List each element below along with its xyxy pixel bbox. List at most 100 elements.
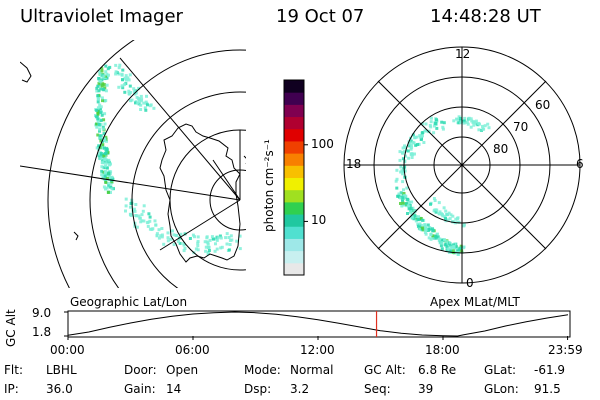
geographic-aurora <box>94 63 242 256</box>
aurora-pixel <box>101 76 105 80</box>
mlt-label-right: 6 <box>576 157 584 171</box>
aurora-pixel <box>183 247 187 250</box>
instrument-title: Ultraviolet Imager <box>20 6 183 27</box>
aurora-pixel <box>410 215 414 219</box>
aurora-pixel <box>196 241 200 245</box>
aurora-pixel <box>401 151 405 155</box>
aurora-pixel <box>441 214 445 218</box>
footer-label: Seq: <box>364 382 391 396</box>
aurora-pixel <box>433 199 437 202</box>
aurora-pixel <box>98 127 102 131</box>
aurora-pixel <box>456 220 460 224</box>
aurora-pixel <box>100 169 104 173</box>
aurora-pixel <box>429 202 432 206</box>
aurora-pixel <box>100 78 104 82</box>
aurora-pixel <box>463 116 467 120</box>
aurora-pixel <box>423 231 427 234</box>
aurora-pixel <box>100 165 104 169</box>
colorbar-tick-label: 100 <box>311 136 334 151</box>
aurora-pixel <box>473 121 477 124</box>
aurora-pixel <box>101 127 105 131</box>
aurora-pixel <box>409 207 413 210</box>
aurora-pixel <box>121 78 124 82</box>
aurora-pixel <box>101 159 104 163</box>
aurora-pixel <box>123 76 127 80</box>
aurora-pixel <box>97 81 101 85</box>
aurora-pixel <box>405 186 409 190</box>
aurora-pixel <box>229 234 233 238</box>
aurora-pixel <box>135 101 139 105</box>
aurora-pixel <box>105 83 109 87</box>
aurora-pixel <box>477 128 481 132</box>
aurora-pixel <box>441 125 445 129</box>
aurora-pixel <box>166 231 170 235</box>
aurora-pixel <box>117 85 121 89</box>
aurora-pixel <box>472 123 476 127</box>
aurora-pixel <box>459 120 463 124</box>
aurora-pixel <box>100 67 104 71</box>
aurora-pixel <box>218 234 222 238</box>
footer-value: LBHL <box>46 363 77 377</box>
aurora-pixel <box>105 166 109 170</box>
aurora-pixel <box>128 84 132 88</box>
aurora-pixel <box>235 239 239 243</box>
aurora-pixel <box>138 216 142 220</box>
aurora-pixel <box>228 243 232 246</box>
aurora-pixel <box>101 170 105 174</box>
aurora-pixel <box>130 98 134 102</box>
aurora-pixel <box>103 146 106 150</box>
colorbar-cell <box>284 92 304 105</box>
aurora-pixel <box>467 116 471 120</box>
footer-label: GLat: <box>484 363 517 377</box>
aurora-pixel <box>96 106 100 110</box>
aurora-pixel <box>148 215 152 219</box>
aurora-pixel <box>97 77 101 80</box>
aurora-pixel <box>404 154 408 158</box>
aurora-pixel <box>214 242 217 246</box>
strip-xtick-label: 23:59 <box>548 343 583 357</box>
aurora-pixel <box>450 245 454 249</box>
aurora-pixel <box>117 66 121 70</box>
aurora-pixel <box>439 244 443 248</box>
aurora-pixel <box>401 201 405 205</box>
footer-value: -61.9 <box>534 363 566 377</box>
aurora-pixel <box>162 242 166 246</box>
aurora-pixel <box>160 233 164 237</box>
aurora-pixel <box>425 228 429 232</box>
aurora-pixel <box>403 144 407 148</box>
aurora-pixel <box>418 222 422 226</box>
geographic-map-label: Geographic Lat/Lon <box>70 295 188 309</box>
aurora-pixel <box>136 97 140 100</box>
aurora-pixel <box>120 72 124 76</box>
aurora-pixel <box>118 63 122 67</box>
aurora-pixel <box>175 234 179 238</box>
aurora-pixel <box>140 219 144 223</box>
aurora-pixel <box>107 184 111 188</box>
geographic-grid <box>20 40 246 288</box>
aurora-pixel <box>419 138 423 141</box>
aurora-pixel <box>457 121 461 125</box>
aurora-pixel <box>431 229 435 233</box>
aurora-pixel <box>172 243 176 246</box>
footer-value: 3.2 <box>290 382 310 396</box>
aurora-pixel <box>142 219 146 223</box>
aurora-pixel <box>459 244 463 248</box>
aurora-pixel <box>103 166 107 170</box>
time-label: 14:48:28 UT <box>430 6 541 27</box>
aurora-pixel <box>220 245 224 249</box>
aurora-pixel <box>208 238 212 242</box>
aurora-pixel <box>124 74 128 78</box>
strip-ylabel-text: GC Alt <box>4 309 18 347</box>
aurora-pixel <box>451 214 455 218</box>
aurora-pixel <box>109 170 113 174</box>
aurora-pixel <box>400 204 404 208</box>
mlt-label-top: 12 <box>455 47 471 61</box>
aurora-pixel <box>404 194 408 198</box>
aurora-pixel <box>422 225 426 229</box>
aurora-pixel <box>166 239 170 243</box>
footer-value: Open <box>166 363 199 377</box>
aurora-pixel <box>99 157 103 161</box>
aurora-pixel <box>401 172 405 176</box>
aurora-pixel <box>106 190 110 194</box>
aurora-pixel <box>101 82 105 86</box>
